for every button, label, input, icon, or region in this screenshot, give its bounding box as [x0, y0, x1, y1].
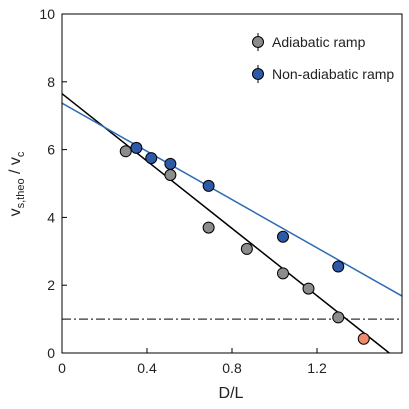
legend-marker — [252, 36, 264, 48]
y-tick-label: 2 — [47, 277, 55, 293]
point — [130, 141, 143, 154]
point — [332, 260, 345, 273]
y-label-sub: s,theo — [15, 178, 27, 208]
y-label-part: v — [7, 208, 24, 216]
y-label-sub: c — [15, 151, 27, 157]
point — [302, 282, 315, 295]
x-tick-label: 1.2 — [307, 360, 327, 376]
point — [164, 157, 177, 170]
legend-marker — [252, 68, 264, 80]
y-label-part: / v — [7, 157, 24, 178]
x-tick-label: 0 — [58, 360, 66, 376]
y-axis-label: vs,theo / vc — [7, 151, 27, 216]
x-axis-label: D/L — [219, 385, 244, 402]
x-tick-label: 0.4 — [137, 360, 157, 376]
point — [357, 332, 370, 345]
point — [277, 230, 289, 243]
point — [119, 145, 132, 158]
point — [277, 267, 289, 280]
x-tick-label: 0.8 — [222, 360, 242, 376]
point — [145, 152, 158, 165]
point — [240, 242, 253, 255]
legend-label: Non-adiabatic ramp — [272, 66, 394, 82]
y-tick-label: 10 — [39, 6, 55, 22]
point — [202, 179, 215, 192]
y-tick-label: 6 — [47, 142, 55, 158]
plot-frame — [61, 13, 403, 354]
y-tick-label: 8 — [47, 74, 55, 90]
y-tick-label: 0 — [47, 345, 55, 361]
y-tick-label: 4 — [47, 209, 55, 225]
legend-label: Adiabatic ramp — [272, 34, 366, 50]
point — [164, 169, 177, 182]
point — [332, 311, 345, 324]
fit-line — [62, 102, 402, 297]
fit-line — [62, 93, 390, 353]
point — [202, 221, 215, 234]
